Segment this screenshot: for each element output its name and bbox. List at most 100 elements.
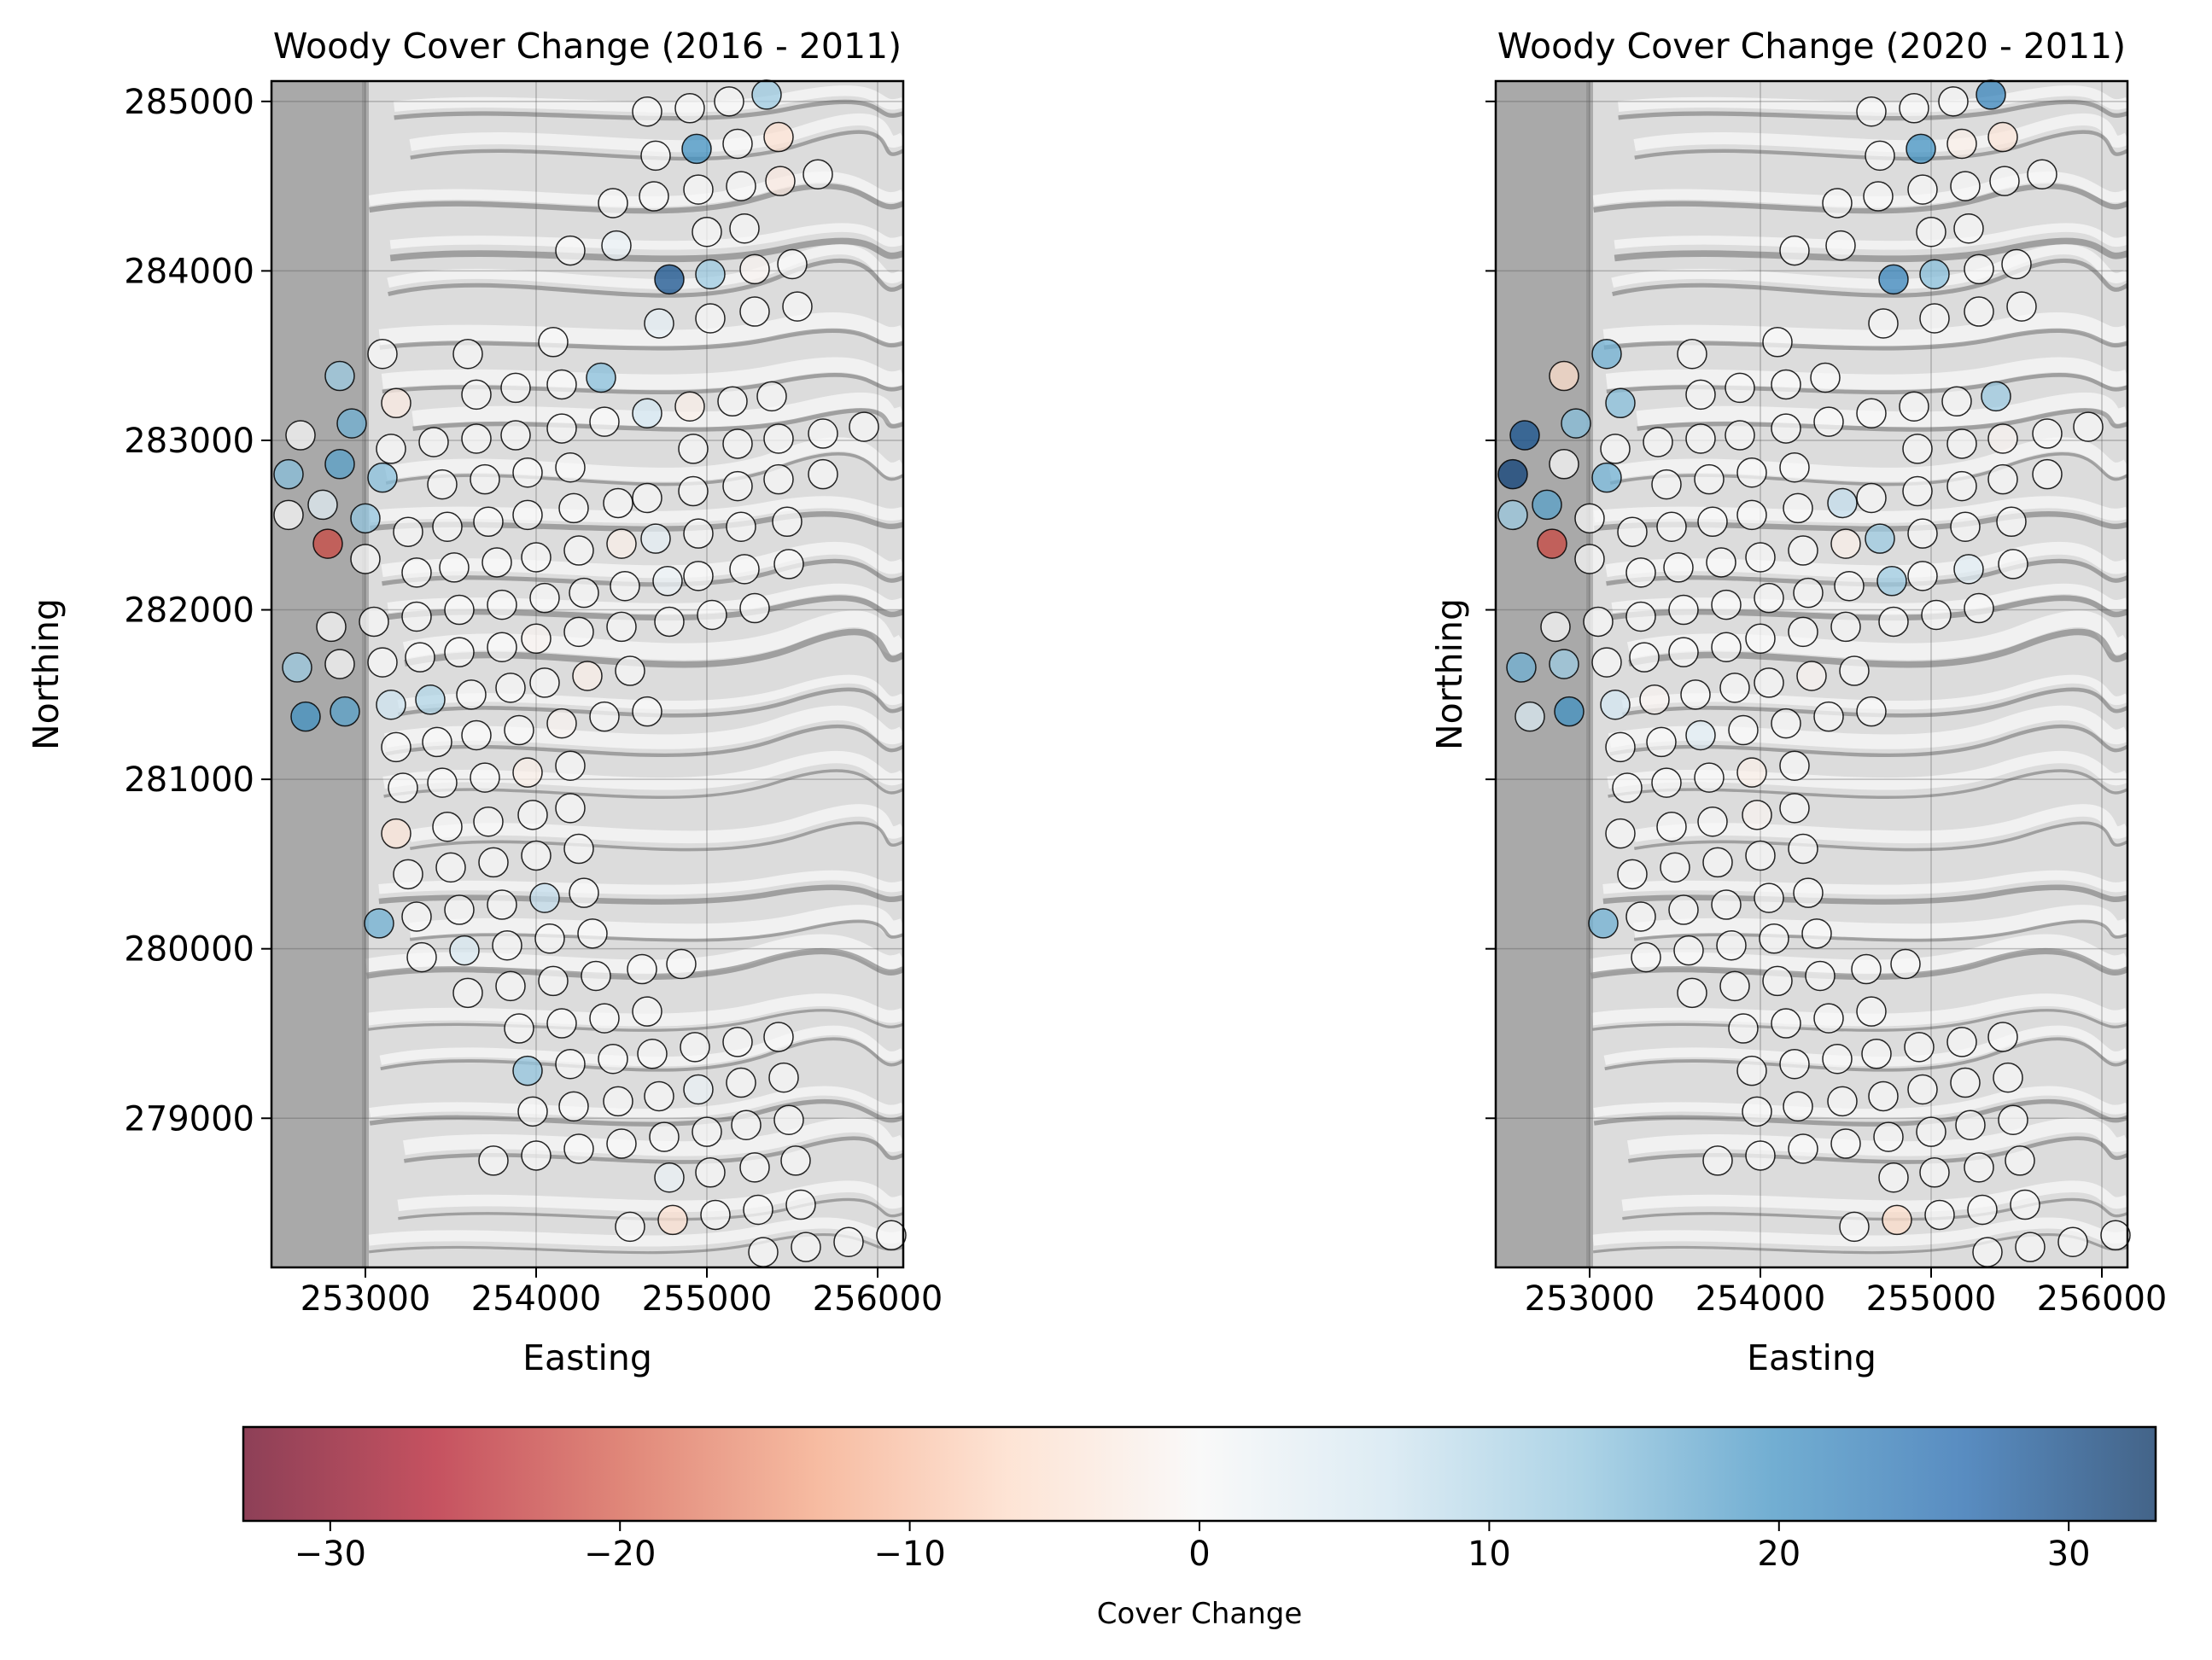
point-101 xyxy=(697,599,727,631)
point-102 xyxy=(739,592,770,624)
point-90 xyxy=(1625,601,1656,632)
point-54 xyxy=(1591,462,1622,493)
point-44 xyxy=(1771,413,1801,444)
point-159 xyxy=(1813,1003,1844,1034)
point-109 xyxy=(529,667,560,698)
point-107 xyxy=(444,637,475,667)
point-8 xyxy=(598,188,628,218)
point-114 xyxy=(376,689,406,720)
point-34 xyxy=(1605,387,1636,419)
point-48 xyxy=(763,423,794,454)
point-131 xyxy=(432,811,463,842)
point-175 xyxy=(1702,1145,1733,1176)
point-5 xyxy=(681,133,712,165)
point-41 xyxy=(1643,427,1673,457)
point-96 xyxy=(1876,566,1907,597)
point-88 xyxy=(1540,611,1571,643)
point-79 xyxy=(1625,557,1656,588)
point-188 xyxy=(657,1204,688,1236)
y-axis-label: Northing xyxy=(26,598,67,750)
point-3 xyxy=(751,79,782,110)
point-150 xyxy=(1801,918,1832,949)
point-191 xyxy=(2010,1189,2040,1220)
point-168 xyxy=(517,1096,548,1127)
point-179 xyxy=(649,1121,680,1152)
point-71 xyxy=(1783,492,1813,524)
point-108 xyxy=(487,632,517,662)
point-20 xyxy=(1964,253,1994,285)
point-68 xyxy=(432,511,463,542)
point-154 xyxy=(1805,960,1836,992)
colorbar: −30 −20 −10 0 10 20 30 Cover Change xyxy=(242,1425,2157,1631)
point-9 xyxy=(639,181,669,212)
point-179 xyxy=(1873,1121,1904,1152)
point-1 xyxy=(674,93,705,124)
point-1 xyxy=(1899,93,1929,124)
point-57 xyxy=(1736,457,1767,488)
point-132 xyxy=(1697,807,1728,837)
point-58 xyxy=(1779,451,1810,483)
points xyxy=(1497,79,2131,1267)
point-11 xyxy=(1950,171,1981,201)
point-180 xyxy=(692,1116,722,1147)
point-134 xyxy=(1779,793,1810,824)
point-167 xyxy=(763,1022,794,1052)
point-7 xyxy=(763,121,794,153)
point-42 xyxy=(1685,423,1716,454)
point-134 xyxy=(555,793,586,824)
point-190 xyxy=(743,1194,773,1226)
point-118 xyxy=(546,708,577,739)
point-59 xyxy=(632,482,662,514)
point-91 xyxy=(444,594,475,626)
panel-1: 253000 254000 255000 256000 Woody Cover Chan… xyxy=(1429,26,2167,1378)
point-189 xyxy=(700,1199,731,1231)
point-0 xyxy=(632,96,662,127)
point-155 xyxy=(1851,953,1882,985)
point-111 xyxy=(1839,655,1870,686)
point-13 xyxy=(803,159,833,189)
point-50 xyxy=(849,411,879,442)
point-114 xyxy=(1600,689,1631,720)
point-187 xyxy=(615,1211,645,1243)
point-111 xyxy=(615,655,645,686)
point-151 xyxy=(1677,977,1707,1009)
colorbar-tick-label: −30 xyxy=(295,1535,366,1574)
colorbar-tick-label: 0 xyxy=(1188,1535,1210,1574)
point-172 xyxy=(1907,1074,1938,1105)
point-185 xyxy=(1964,1152,1994,1183)
point-63 xyxy=(2032,458,2063,490)
point-30 xyxy=(1725,372,1755,404)
point-123 xyxy=(461,719,492,751)
point-156 xyxy=(1890,948,1921,980)
point-128 xyxy=(512,757,543,788)
point-154 xyxy=(581,960,611,992)
point-23 xyxy=(695,303,726,334)
point-72 xyxy=(1827,487,1858,519)
point-61 xyxy=(722,470,753,502)
point-96 xyxy=(652,566,683,597)
point-99 xyxy=(1830,611,1861,643)
point-6 xyxy=(722,128,753,160)
point-86 xyxy=(729,554,760,585)
point-148 xyxy=(492,929,522,961)
point-115 xyxy=(415,684,446,715)
point-162 xyxy=(1779,1048,1810,1080)
colorbar-tick-label: −10 xyxy=(873,1535,945,1574)
point-66 xyxy=(350,503,381,534)
point-161 xyxy=(512,1055,543,1086)
point-116 xyxy=(456,679,487,710)
point-131 xyxy=(1656,811,1687,842)
point-72 xyxy=(603,487,633,519)
point-171 xyxy=(1868,1080,1899,1112)
point-91 xyxy=(1668,594,1699,626)
colorbar-tick-label: 10 xyxy=(1468,1535,1511,1574)
point-105 xyxy=(1591,647,1622,678)
point-40 xyxy=(1509,420,1540,451)
point-58 xyxy=(555,451,586,483)
point-62 xyxy=(1987,463,2018,495)
point-56 xyxy=(1694,463,1725,495)
point-136 xyxy=(1660,852,1690,883)
axes-frame xyxy=(270,79,905,1269)
point-165 xyxy=(1904,1032,1935,1063)
